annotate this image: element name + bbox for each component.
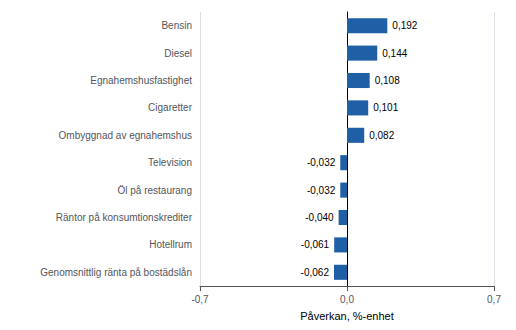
svg-text:-0,062: -0,062 — [301, 267, 330, 278]
svg-text:Genomsnittlig ränta på bostäds: Genomsnittlig ränta på bostädslån — [40, 267, 192, 278]
svg-text:0,192: 0,192 — [392, 20, 417, 31]
svg-text:Hotellrum: Hotellrum — [149, 239, 192, 250]
svg-text:Öl på restaurang: Öl på restaurang — [118, 185, 193, 196]
svg-text:Ombyggnad av egnahemshus: Ombyggnad av egnahemshus — [59, 130, 192, 141]
svg-text:Räntor på konsumtionskrediter: Räntor på konsumtionskrediter — [56, 212, 193, 223]
svg-text:-0,032: -0,032 — [307, 157, 336, 168]
svg-text:Diesel: Diesel — [164, 48, 192, 59]
svg-text:0,7: 0,7 — [487, 294, 501, 305]
svg-text:Television: Television — [148, 157, 192, 168]
svg-text:Egnahemshusfastighet: Egnahemshusfastighet — [90, 75, 192, 86]
svg-text:-0,032: -0,032 — [307, 185, 336, 196]
svg-text:Påverkan, %-enhet: Påverkan, %-enhet — [300, 310, 394, 322]
svg-text:-0,061: -0,061 — [301, 239, 330, 250]
svg-text:Cigaretter: Cigaretter — [148, 102, 193, 113]
svg-text:0,0: 0,0 — [340, 294, 354, 305]
svg-text:0,108: 0,108 — [375, 75, 400, 86]
svg-text:0,082: 0,082 — [369, 130, 394, 141]
svg-text:-0,7: -0,7 — [191, 294, 209, 305]
svg-text:-0,040: -0,040 — [305, 212, 334, 223]
svg-text:0,144: 0,144 — [382, 48, 407, 59]
svg-text:0,101: 0,101 — [373, 102, 398, 113]
svg-text:Bensin: Bensin — [161, 20, 192, 31]
